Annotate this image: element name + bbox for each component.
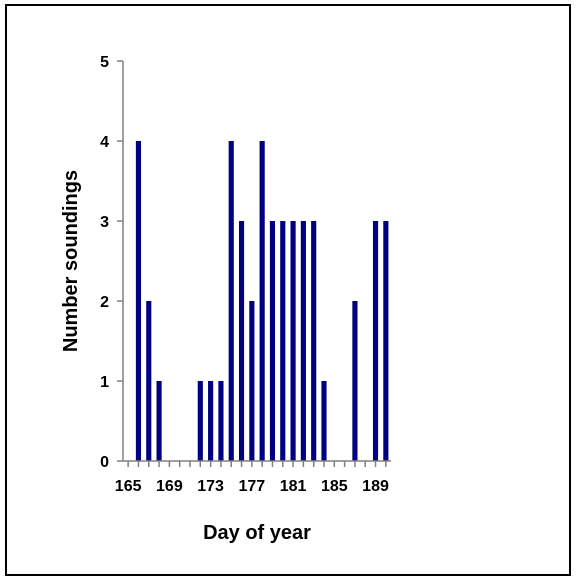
bar-day-189 [372, 221, 379, 461]
bar-day-190 [383, 221, 389, 461]
bar-day-173 [208, 381, 214, 461]
bar-day-167 [146, 301, 152, 461]
x-tick-label-189: 189 [362, 478, 389, 495]
bar-day-178 [259, 141, 265, 461]
bar-day-168 [156, 381, 162, 461]
y-tick-label-5: 5 [100, 54, 109, 71]
bar-day-166 [135, 141, 142, 461]
bars-group [135, 141, 389, 461]
x-axis-label: Day of year [203, 522, 311, 544]
bar-day-187 [352, 301, 358, 461]
bar-day-184 [321, 381, 327, 461]
x-tick-label-185: 185 [321, 478, 348, 495]
bar-day-179 [269, 221, 276, 461]
x-tick-labels: 165 169 173 177 181 185 189 [115, 478, 389, 495]
y-tick-label-4: 4 [100, 134, 109, 151]
y-tick-label-2: 2 [100, 294, 109, 311]
x-tick-label-165: 165 [115, 478, 142, 495]
y-tick-label-3: 3 [100, 214, 109, 231]
bar-day-175 [228, 141, 234, 461]
axes-group [117, 60, 391, 467]
bar-day-177 [249, 301, 255, 461]
y-tick-label-0: 0 [100, 454, 109, 471]
bar-day-174 [218, 381, 224, 461]
x-tick-label-173: 173 [197, 478, 224, 495]
chart-frame: 0 1 2 3 4 5 165 169 173 177 181 185 189 Day of year… [5, 4, 571, 576]
bar-day-176 [238, 221, 245, 461]
bar-day-181 [290, 221, 296, 461]
bar-day-183 [311, 221, 317, 461]
y-tick-label-1: 1 [100, 374, 109, 391]
bar-day-182 [300, 221, 306, 461]
x-tick-label-169: 169 [156, 478, 183, 495]
bar-chart: 0 1 2 3 4 5 165 169 173 177 181 185 189 Day of year… [60, 54, 391, 544]
bar-day-180 [280, 221, 286, 461]
y-tick-labels: 0 1 2 3 4 5 [100, 54, 109, 471]
y-axis-label: Number soundings [60, 170, 82, 352]
x-tick-label-177: 177 [238, 478, 265, 495]
bar-day-172 [197, 381, 203, 461]
x-tick-label-181: 181 [280, 478, 307, 495]
